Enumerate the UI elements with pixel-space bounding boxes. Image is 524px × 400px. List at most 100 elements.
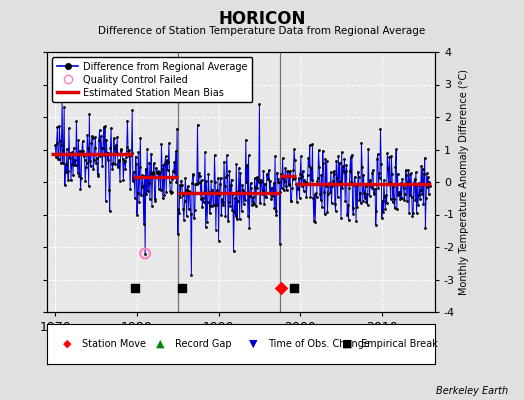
Point — [261, 194, 270, 200]
Point — [180, 217, 188, 224]
Point — [349, 211, 357, 217]
Point — [306, 194, 314, 200]
Point — [291, 175, 300, 182]
Point — [143, 190, 151, 197]
Point — [161, 160, 169, 166]
Point — [145, 159, 154, 166]
Point — [280, 187, 288, 194]
Point — [422, 195, 430, 201]
Point — [378, 198, 387, 204]
Text: Station Move: Station Move — [82, 339, 146, 349]
Point — [426, 183, 434, 190]
Point — [244, 212, 252, 219]
Point — [228, 191, 237, 198]
Point — [137, 192, 145, 198]
Point — [152, 169, 161, 175]
Point — [367, 182, 375, 189]
Point — [340, 169, 348, 175]
Point — [118, 155, 127, 162]
Point — [132, 160, 140, 167]
Point — [184, 206, 193, 212]
Point — [75, 173, 83, 179]
Point — [97, 133, 105, 140]
Point — [412, 169, 420, 176]
Point — [176, 182, 184, 188]
Point — [149, 169, 158, 176]
Point — [296, 195, 304, 202]
Point — [394, 192, 402, 198]
Text: ◆: ◆ — [63, 339, 71, 349]
Point — [227, 182, 235, 189]
Point — [267, 196, 275, 202]
Point — [221, 213, 230, 219]
Point — [155, 170, 163, 176]
Point — [74, 136, 83, 143]
Point — [182, 186, 190, 193]
Point — [173, 125, 181, 132]
Point — [64, 176, 72, 183]
Point — [158, 166, 166, 172]
Point — [276, 240, 284, 247]
Point — [303, 180, 311, 186]
Point — [282, 182, 290, 189]
Point — [237, 208, 246, 214]
Point — [157, 187, 165, 193]
Point — [68, 149, 77, 156]
Point — [177, 178, 185, 184]
Point — [173, 231, 182, 237]
Point — [401, 191, 409, 197]
Point — [67, 177, 75, 183]
Point — [159, 162, 168, 168]
Point — [210, 202, 218, 208]
Point — [296, 171, 304, 178]
Point — [103, 150, 111, 156]
Point — [115, 158, 124, 164]
Point — [200, 189, 209, 195]
Text: Empirical Break: Empirical Break — [361, 339, 438, 349]
Point — [315, 164, 323, 170]
Point — [370, 191, 378, 197]
Point — [407, 170, 416, 177]
Point — [148, 203, 156, 209]
Point — [246, 193, 254, 199]
Point — [92, 160, 100, 166]
Point — [166, 178, 174, 185]
Point — [65, 125, 73, 131]
Point — [192, 181, 200, 187]
Legend: Difference from Regional Average, Quality Control Failed, Estimated Station Mean: Difference from Regional Average, Qualit… — [52, 57, 253, 102]
Point — [235, 216, 244, 222]
Point — [335, 178, 343, 185]
Point — [269, 188, 277, 195]
Point — [376, 175, 384, 181]
Point — [265, 167, 273, 173]
Point — [326, 169, 335, 176]
Point — [114, 164, 122, 170]
Point — [61, 161, 70, 168]
Point — [129, 177, 137, 184]
Point — [365, 193, 374, 199]
Point — [162, 188, 170, 195]
Point — [104, 150, 113, 156]
Point — [399, 185, 408, 191]
Point — [423, 184, 432, 190]
Point — [171, 148, 180, 154]
Point — [153, 170, 161, 176]
Point — [260, 201, 268, 207]
Point — [400, 197, 409, 203]
Point — [70, 162, 79, 168]
Point — [114, 157, 123, 164]
Point — [191, 207, 199, 213]
Point — [181, 175, 190, 181]
Point — [301, 180, 309, 186]
Point — [70, 144, 78, 151]
Point — [283, 168, 291, 174]
Point — [323, 209, 332, 215]
Point — [232, 161, 241, 167]
Point — [136, 164, 144, 170]
Point — [125, 152, 134, 159]
Point — [362, 182, 370, 189]
Point — [111, 161, 119, 167]
Text: ■: ■ — [342, 339, 352, 349]
Point — [348, 151, 356, 158]
Point — [185, 188, 193, 194]
